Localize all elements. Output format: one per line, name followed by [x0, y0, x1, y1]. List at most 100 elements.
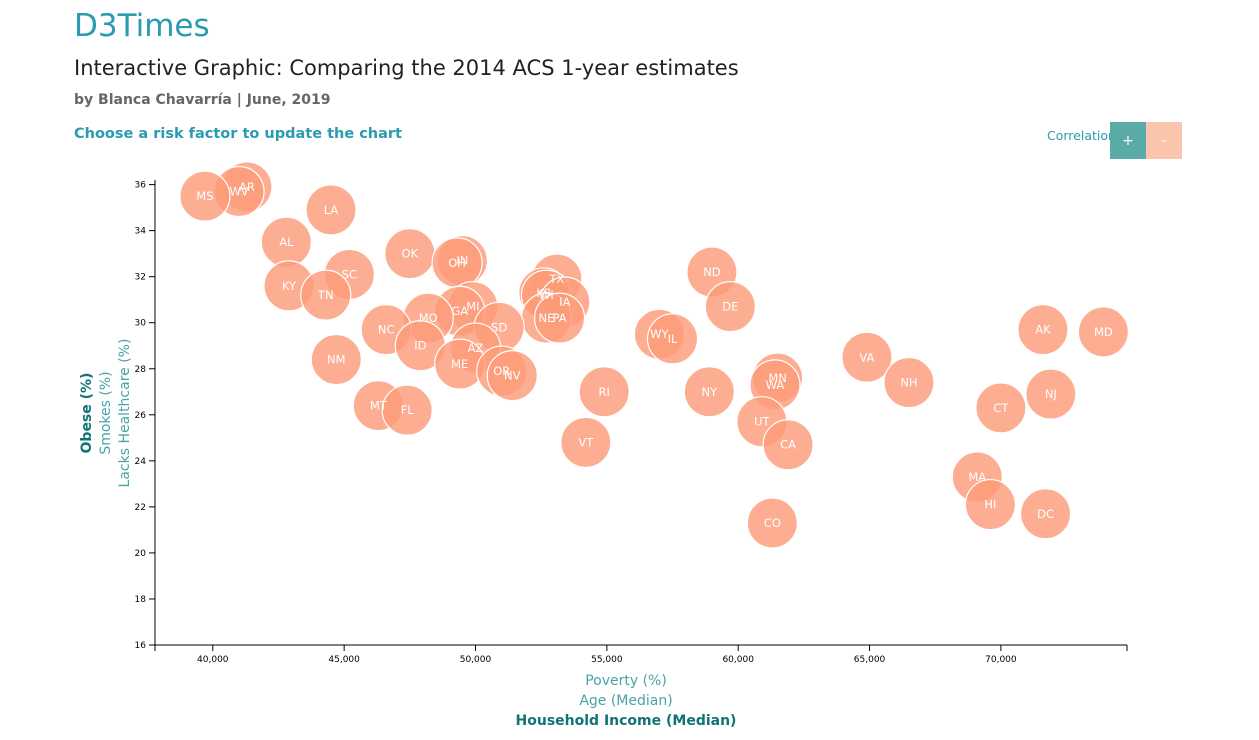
- x-axis: 40,000 45,000 50,000 55,000 60,000 65,000 70,0…: [154, 644, 1128, 665]
- state-circle[interactable]: [533, 292, 586, 344]
- y-tick: 26: [135, 411, 155, 421]
- state-circle[interactable]: [975, 382, 1027, 434]
- state-point-tn[interactable]: [300, 269, 352, 321]
- state-circle[interactable]: [1019, 488, 1072, 540]
- y-tick-label: 22: [135, 503, 146, 513]
- state-label: CT: [993, 401, 1009, 415]
- state-point-la[interactable]: [305, 184, 357, 236]
- state-label: MO: [419, 311, 438, 325]
- y-tick: 30: [135, 319, 155, 329]
- state-point-hi[interactable]: [964, 478, 1016, 531]
- state-point-ms[interactable]: [179, 170, 231, 222]
- state-label: NY: [701, 385, 718, 399]
- y-tick-label: 20: [135, 549, 147, 559]
- x-tick: 45,000: [328, 645, 360, 665]
- state-circle[interactable]: [179, 170, 231, 222]
- state-point-ak[interactable]: [1017, 304, 1069, 356]
- y-tick: 28: [135, 365, 155, 375]
- state-point-de[interactable]: [704, 281, 756, 333]
- state-point-fl[interactable]: [381, 384, 433, 436]
- state-point-pa[interactable]: [533, 292, 586, 344]
- x-axis-title-2[interactable]: Household Income (Median): [516, 713, 737, 729]
- state-point-ct[interactable]: [975, 382, 1027, 434]
- state-circle[interactable]: [746, 497, 798, 549]
- state-label: AZ: [468, 341, 484, 355]
- y-tick-label: 32: [135, 273, 146, 283]
- state-circle[interactable]: [646, 313, 699, 365]
- correlation-plus-button[interactable]: +: [1110, 122, 1146, 159]
- state-label: WY: [650, 327, 669, 341]
- x-axis-title-0[interactable]: Poverty (%): [585, 673, 667, 689]
- state-label: WA: [766, 378, 785, 392]
- correlation-label: Correlation: [1047, 128, 1116, 143]
- state-point-ca[interactable]: [762, 419, 814, 471]
- state-label: AR: [239, 180, 255, 194]
- y-tick: 22: [135, 503, 155, 513]
- state-circle[interactable]: [305, 184, 357, 236]
- page-title: Interactive Graphic: Comparing the 2014 …: [74, 56, 739, 80]
- state-label: MN: [768, 371, 787, 385]
- state-label: IN: [456, 254, 468, 268]
- state-circle[interactable]: [964, 478, 1016, 531]
- chart-instructions: Choose a risk factor to update the chart: [74, 126, 402, 142]
- state-circle[interactable]: [841, 331, 893, 383]
- state-point-va[interactable]: [841, 331, 893, 383]
- state-circle[interactable]: [704, 281, 756, 333]
- state-label: IL: [668, 332, 678, 346]
- state-point-ri[interactable]: [578, 366, 630, 418]
- byline: by Blanca Chavarría | June, 2019: [74, 92, 331, 108]
- state-point-md[interactable]: [1077, 306, 1129, 358]
- x-tick: 50,000: [460, 645, 492, 665]
- x-tick: 40,000: [197, 645, 229, 665]
- state-circle[interactable]: [310, 333, 362, 386]
- x-tick-label: 40,000: [197, 655, 229, 665]
- state-point-nj[interactable]: [1025, 368, 1077, 420]
- state-circle[interactable]: [883, 356, 935, 409]
- y-tick: 24: [135, 457, 155, 467]
- x-tick: 55,000: [591, 645, 623, 665]
- state-point-vt[interactable]: [560, 416, 612, 469]
- x-tick-label: 45,000: [328, 655, 360, 665]
- state-label: NM: [327, 353, 346, 367]
- state-label: TX: [548, 272, 564, 286]
- state-circle[interactable]: [683, 366, 735, 418]
- state-point-ny[interactable]: [683, 366, 735, 418]
- state-circle[interactable]: [762, 419, 814, 471]
- x-tick-label: 55,000: [591, 655, 623, 665]
- y-tick-label: 36: [135, 181, 147, 191]
- state-circle[interactable]: [381, 384, 433, 436]
- state-point-dc[interactable]: [1019, 488, 1072, 540]
- x-axis-title-1[interactable]: Age (Median): [579, 693, 672, 709]
- x-tick-label: 65,000: [854, 655, 886, 665]
- state-label: NE: [538, 311, 554, 325]
- state-point-nh[interactable]: [883, 356, 935, 409]
- state-circle[interactable]: [1077, 306, 1129, 358]
- state-label: TN: [317, 288, 334, 302]
- state-circle[interactable]: [578, 366, 630, 418]
- state-point-co[interactable]: [746, 497, 798, 549]
- x-tick-label: 60,000: [722, 655, 754, 665]
- brand-logo[interactable]: D3Times: [74, 8, 210, 44]
- state-label: IA: [559, 295, 570, 309]
- y-axis-title-2[interactable]: Lacks Healthcare (%): [117, 339, 133, 488]
- y-axis-title-0[interactable]: Obese (%): [79, 373, 95, 454]
- state-point-il[interactable]: [646, 313, 699, 365]
- state-label: KY: [282, 279, 297, 293]
- state-circle[interactable]: [1017, 304, 1069, 356]
- x-tick: 70,000: [985, 645, 1017, 665]
- y-axis-title-1[interactable]: Smokes (%): [98, 371, 114, 454]
- y-tick-label: 34: [135, 227, 147, 237]
- correlation-minus-button[interactable]: -: [1146, 122, 1182, 159]
- state-point-nv[interactable]: [486, 350, 538, 402]
- y-tick: 32: [135, 273, 155, 283]
- y-tick-label: 26: [135, 411, 147, 421]
- state-circle[interactable]: [560, 416, 612, 469]
- state-point-nm[interactable]: [310, 333, 362, 386]
- state-circle[interactable]: [1025, 368, 1077, 420]
- state-label: OH: [448, 256, 466, 270]
- state-circle[interactable]: [300, 269, 352, 321]
- state-circle[interactable]: [486, 350, 538, 402]
- state-label: PA: [553, 311, 567, 325]
